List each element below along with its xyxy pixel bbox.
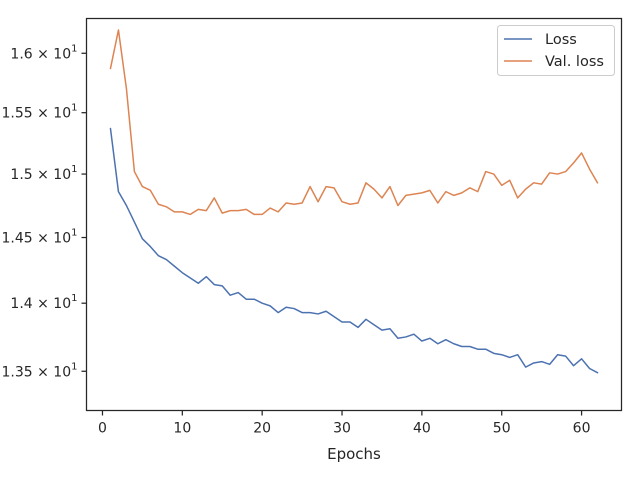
y-tick-exponent: 1 xyxy=(71,228,77,239)
legend: Loss Val. loss xyxy=(497,25,615,76)
y-tick-label: 1.45 × 101 xyxy=(2,228,78,247)
plot-frame xyxy=(85,17,623,412)
y-tick-exponent: 1 xyxy=(71,43,77,54)
y-tick-label: 1.4 × 101 xyxy=(10,293,77,312)
x-tick-label: 30 xyxy=(333,421,351,437)
series-lines xyxy=(109,29,599,374)
y-tick-label: 1.5 × 101 xyxy=(10,164,77,183)
y-tick-exponent: 1 xyxy=(71,361,77,372)
x-tick-label: 20 xyxy=(253,421,271,437)
x-axis-label: Epochs xyxy=(327,445,381,463)
legend-label-loss: Loss xyxy=(545,32,577,48)
x-tick-label: 50 xyxy=(493,421,511,437)
y-axis: 1.35 × 101 1.4 × 101 1.45 × 101 1.5 × 101 1.… xyxy=(2,43,87,380)
x-tick-label: 40 xyxy=(413,421,431,437)
plot-area xyxy=(86,18,622,411)
series-line-loss xyxy=(109,127,599,374)
y-tick-label: 1.35 × 101 xyxy=(2,361,78,380)
y-tick-label: 1.6 × 101 xyxy=(10,43,77,62)
x-tick-label: 0 xyxy=(98,421,107,437)
y-tick-exponent: 1 xyxy=(71,164,77,175)
y-tick-exponent: 1 xyxy=(71,103,77,114)
x-tick-label: 60 xyxy=(573,421,591,437)
series-line-val-loss xyxy=(109,29,599,216)
x-axis: 0 10 20 30 40 50 60 xyxy=(98,410,591,437)
x-tick-label: 10 xyxy=(173,421,191,437)
y-tick-label: 1.55 × 101 xyxy=(2,103,78,122)
legend-label-val-loss: Val. loss xyxy=(545,54,604,70)
legend-box xyxy=(497,25,615,76)
y-tick-exponent: 1 xyxy=(71,293,77,304)
